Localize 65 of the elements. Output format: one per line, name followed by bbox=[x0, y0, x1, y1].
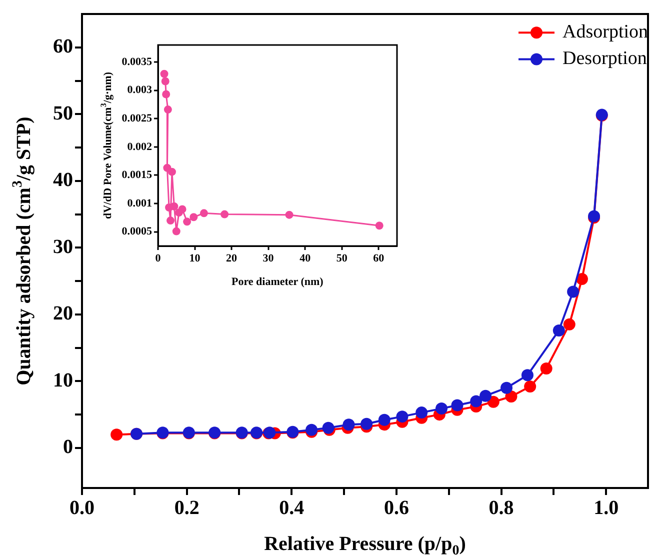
point bbox=[168, 168, 176, 176]
point bbox=[505, 390, 518, 403]
point bbox=[480, 390, 492, 402]
point bbox=[110, 428, 123, 441]
y-tick-label: 20 bbox=[53, 302, 73, 325]
x-tick-label: 0.2 bbox=[174, 497, 200, 520]
point bbox=[567, 286, 580, 298]
point bbox=[487, 396, 500, 408]
legend-label: Desorption bbox=[562, 48, 648, 70]
point bbox=[200, 209, 208, 218]
point bbox=[160, 70, 168, 78]
point bbox=[220, 210, 229, 218]
point bbox=[470, 395, 482, 408]
x-tick-label: 0.4 bbox=[279, 497, 304, 520]
point bbox=[178, 205, 186, 214]
y-tick-label: 60 bbox=[53, 36, 73, 58]
x-tick-label: 0 bbox=[155, 252, 162, 264]
x-tick-label: 60 bbox=[373, 252, 385, 264]
point bbox=[576, 273, 588, 286]
point bbox=[524, 380, 536, 393]
point bbox=[360, 418, 373, 430]
x-tick-label: 0.8 bbox=[488, 497, 514, 520]
y-tick-label: 0.003 bbox=[127, 84, 152, 96]
point bbox=[416, 406, 428, 419]
y-tick-label: 0 bbox=[63, 436, 73, 458]
x-tick-label: 40 bbox=[300, 252, 312, 264]
y-tick-label: 0.0035 bbox=[122, 56, 152, 68]
point bbox=[161, 77, 170, 86]
y-axis-title: dV/dD Pore Volume(cm3/g·nm) bbox=[99, 72, 114, 219]
point bbox=[285, 210, 294, 219]
point bbox=[162, 90, 170, 98]
x-axis-title: Pore diameter (nm) bbox=[231, 276, 324, 288]
point bbox=[396, 410, 408, 423]
y-tick-label: 40 bbox=[53, 169, 73, 192]
x-tick-label: 50 bbox=[336, 252, 348, 264]
point bbox=[172, 227, 180, 236]
y-axis-title: Quantity adsorbed (cm3/g STP) bbox=[10, 116, 36, 386]
x-tick-label: 0.0 bbox=[70, 497, 94, 520]
point bbox=[563, 318, 576, 330]
point bbox=[190, 213, 198, 222]
legend-label: Adsorption bbox=[562, 22, 648, 43]
point bbox=[183, 218, 192, 226]
point bbox=[500, 382, 512, 394]
point bbox=[378, 414, 390, 426]
y-tick-label: 0.002 bbox=[127, 140, 152, 153]
y-tick-label: 0.0025 bbox=[122, 112, 152, 124]
y-tick-label: 0.0015 bbox=[122, 169, 152, 182]
point bbox=[436, 402, 448, 415]
y-tick-label: 10 bbox=[53, 369, 73, 392]
x-tick-label: 10 bbox=[189, 252, 201, 264]
x-tick-label: 1.0 bbox=[594, 497, 619, 520]
point bbox=[164, 106, 172, 114]
point bbox=[342, 418, 355, 431]
x-tick-label: 30 bbox=[262, 252, 274, 264]
y-tick-label: 50 bbox=[53, 102, 73, 124]
point bbox=[166, 216, 174, 225]
point bbox=[451, 399, 464, 412]
x-tick-label: 20 bbox=[226, 252, 238, 264]
point bbox=[375, 222, 384, 230]
point bbox=[540, 362, 552, 374]
point bbox=[552, 324, 565, 336]
x-tick-label: 0.6 bbox=[384, 497, 409, 520]
y-tick-label: 0.001 bbox=[127, 197, 152, 210]
point bbox=[521, 369, 534, 382]
y-tick-label: 0.0005 bbox=[122, 226, 152, 238]
